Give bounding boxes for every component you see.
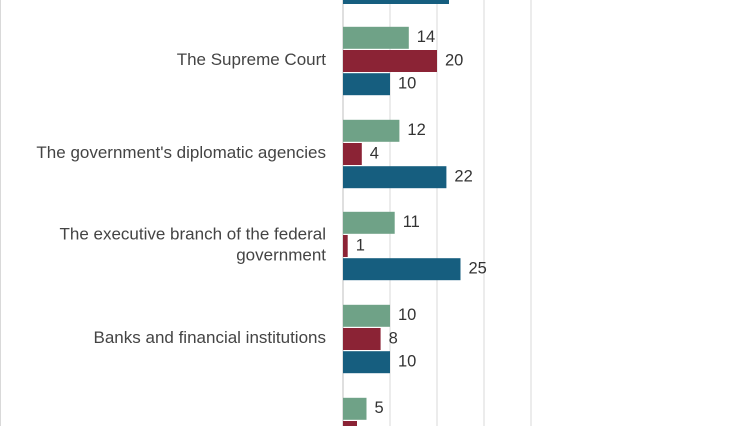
category-label: The executive branch of the federal gover… [60, 225, 327, 265]
data-label: 14 [417, 28, 435, 46]
category-label: The Supreme Court [177, 50, 327, 69]
data-label: 10 [398, 75, 416, 93]
data-label: 22 [454, 168, 472, 186]
bar [343, 328, 381, 350]
bar [343, 50, 437, 72]
bar [343, 143, 362, 165]
bars [343, 0, 461, 426]
data-label: 10 [398, 353, 416, 371]
data-label: 11 [403, 213, 420, 231]
bar [343, 397, 367, 420]
data-label: 12 [407, 121, 425, 139]
data-label: 10 [398, 306, 416, 324]
category-label: The government's diplomatic agencies [36, 143, 326, 162]
bar [343, 73, 390, 96]
bar-clipped [343, 421, 357, 426]
bar [343, 351, 390, 374]
data-label: 20 [445, 51, 463, 69]
data-label: 5 [375, 399, 384, 417]
data-label: 4 [370, 144, 379, 162]
bar [343, 235, 348, 257]
data-label: 1 [356, 236, 365, 254]
bar [343, 26, 409, 49]
bar-clipped [343, 0, 449, 4]
category-label: Banks and financial institutions [94, 328, 326, 347]
bar [343, 258, 461, 281]
bar [343, 304, 390, 327]
data-label: 8 [389, 329, 398, 347]
data-label: 25 [469, 260, 487, 278]
bar [343, 166, 447, 189]
bar [343, 119, 400, 142]
bar [343, 211, 395, 234]
